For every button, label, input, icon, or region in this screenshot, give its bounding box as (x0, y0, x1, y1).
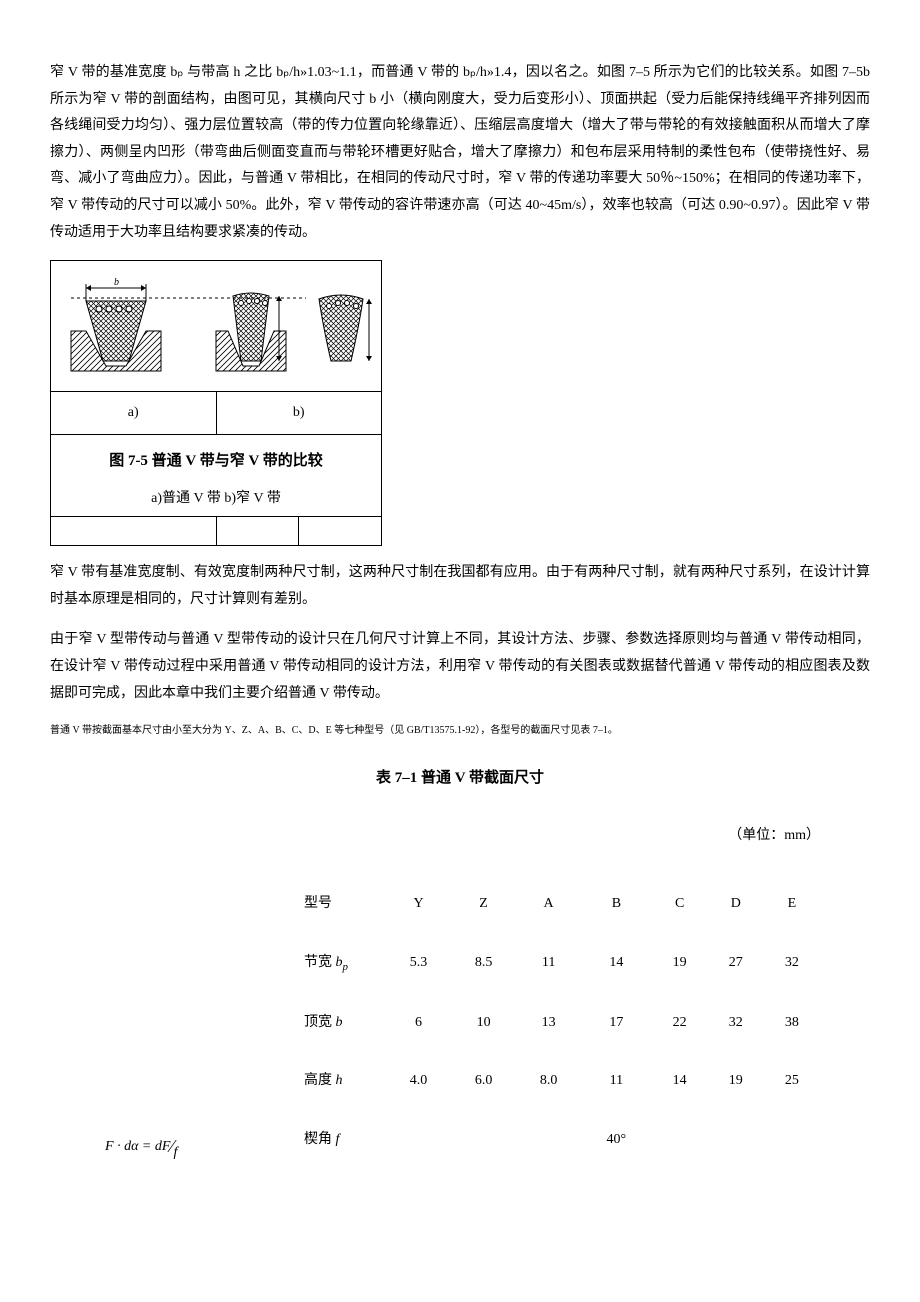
table-cell (386, 1111, 451, 1170)
figure-label-a: a) (51, 392, 217, 435)
formula: F · dα = dF⁄f (105, 1127, 177, 1161)
table-cell: 14 (652, 1052, 708, 1111)
table-cell: 22 (652, 994, 708, 1053)
table-row: 楔角 f 40° (300, 1111, 820, 1170)
paragraph-3: 由于窄 V 型带传动与普通 V 型带传动的设计只在几何尺寸计算上不同，其设计方法… (50, 627, 870, 707)
table-row: 顶宽 b6101317223238 (300, 994, 820, 1053)
table-row: 高度 h4.06.08.011141925 (300, 1052, 820, 1111)
figure-subtitle: a)普通 V 带 b)窄 V 带 (57, 486, 375, 513)
empty-cell (51, 517, 217, 546)
table-cell: 38 (764, 994, 820, 1053)
table-cell: 32 (708, 994, 764, 1053)
table-7-1-title: 表 7–1 普通 V 带截面尺寸 (50, 764, 870, 793)
table-header-cell: C (652, 875, 708, 934)
row-label: 节宽 bp (300, 934, 386, 994)
table-cell: 19 (708, 1052, 764, 1111)
table-cell: 32 (764, 934, 820, 994)
table-cell: 11 (516, 934, 581, 994)
table-cell: 40° (581, 1111, 651, 1170)
table-header-cell: 型号 (300, 875, 386, 934)
table-row: 节宽 bp5.38.51114192732 (300, 934, 820, 994)
table-7-1: 型号YZABCDE 节宽 bp5.38.51114192732顶宽 b61013… (300, 875, 820, 1169)
figure-7-5: b (50, 260, 382, 546)
row-label: 顶宽 b (300, 994, 386, 1053)
small-note: 普通 V 带按截面基本尺寸由小至大分为 Y、Z、A、B、C、D、E 等七种型号（… (50, 721, 870, 740)
figure-title: 图 7-5 普通 V 带与窄 V 带的比较 (57, 447, 375, 476)
table-header-cell: B (581, 875, 651, 934)
empty-cell (216, 517, 299, 546)
table-cell: 10 (451, 994, 516, 1053)
table-cell (652, 1111, 708, 1170)
row-label: 楔角 f (300, 1111, 386, 1170)
figure-label-b: b) (216, 392, 382, 435)
table-cell: 5.3 (386, 934, 451, 994)
paragraph-2: 窄 V 带有基准宽度制、有效宽度制两种尺寸制，这两种尺寸制在我国都有应用。由于有… (50, 560, 870, 613)
empty-cell (299, 517, 382, 546)
figure-caption: 图 7-5 普通 V 带与窄 V 带的比较 a)普通 V 带 b)窄 V 带 (51, 435, 382, 517)
table-header-cell: E (764, 875, 820, 934)
table-cell: 4.0 (386, 1052, 451, 1111)
table-cell (708, 1111, 764, 1170)
svg-text:b: b (114, 277, 119, 288)
table-cell: 14 (581, 934, 651, 994)
table-7-1-wrap: （单位：mm） 型号YZABCDE 节宽 bp5.38.51114192732顶… (300, 823, 820, 1170)
table-cell: 6.0 (451, 1052, 516, 1111)
table-header-cell: A (516, 875, 581, 934)
table-cell: 6 (386, 994, 451, 1053)
table-unit: （单位：mm） (300, 823, 820, 850)
table-header-cell: Y (386, 875, 451, 934)
table-header-cell: Z (451, 875, 516, 934)
table-cell: 8.0 (516, 1052, 581, 1111)
table-cell (516, 1111, 581, 1170)
table-cell: 8.5 (451, 934, 516, 994)
vbelt-diagram-svg: b (51, 261, 381, 391)
table-cell: 17 (581, 994, 651, 1053)
table-cell: 11 (581, 1052, 651, 1111)
paragraph-1: 窄 V 带的基准宽度 bₚ 与带高 h 之比 bₚ/h»1.03~1.1，而普通… (50, 60, 870, 246)
table-cell: 19 (652, 934, 708, 994)
table-cell (764, 1111, 820, 1170)
table-cell: 13 (516, 994, 581, 1053)
table-cell: 27 (708, 934, 764, 994)
table-header-row: 型号YZABCDE (300, 875, 820, 934)
row-label: 高度 h (300, 1052, 386, 1111)
table-header-cell: D (708, 875, 764, 934)
table-cell: 25 (764, 1052, 820, 1111)
figure-image: b (51, 261, 382, 392)
table-cell (451, 1111, 516, 1170)
